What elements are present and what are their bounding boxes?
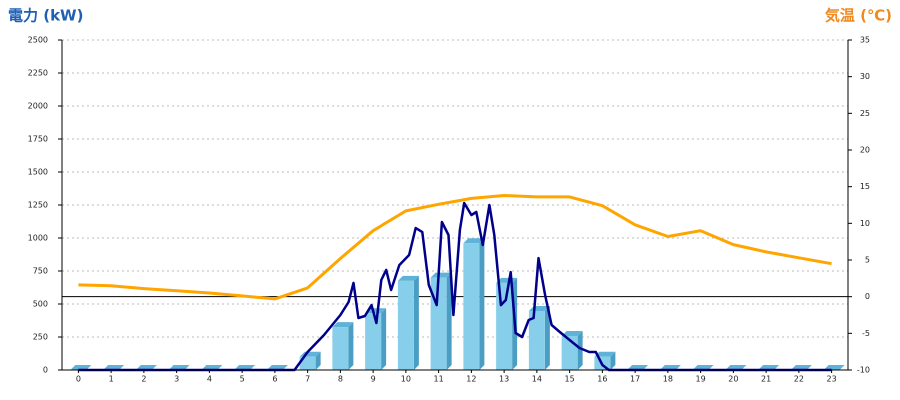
y2-tick-label: 25 — [860, 109, 870, 118]
bar-top — [463, 238, 485, 244]
x-tick-label: 6 — [272, 375, 277, 384]
x-tick-label: 1 — [109, 375, 114, 384]
bar-side — [577, 330, 583, 370]
y2-tick-label: 30 — [860, 72, 870, 81]
x-tick-label: 4 — [207, 375, 212, 384]
bar-top — [365, 308, 387, 314]
y2-tick-label: 5 — [865, 256, 870, 265]
y2-tick-label: -10 — [857, 366, 870, 375]
bar-side — [446, 272, 452, 370]
bar-top — [332, 322, 354, 328]
y-tick-label: 2250 — [28, 69, 48, 78]
bar-top — [430, 272, 452, 278]
bar — [365, 313, 382, 370]
bar-side — [315, 351, 321, 370]
x-tick-label: 21 — [761, 375, 771, 384]
y-tick-label: 1000 — [28, 234, 48, 243]
y-tick-label: 2500 — [28, 36, 48, 45]
y-tick-label: 1250 — [28, 201, 48, 210]
x-tick-label: 12 — [466, 375, 476, 384]
x-tick-label: 13 — [499, 375, 509, 384]
x-tick-label: 0 — [76, 375, 81, 384]
x-tick-label: 17 — [630, 375, 640, 384]
bar-side — [544, 305, 550, 370]
y2-tick-label: 15 — [860, 182, 870, 191]
x-tick-label: 9 — [371, 375, 376, 384]
bar-side — [479, 238, 485, 370]
bar-side — [348, 322, 354, 370]
x-tick-label: 18 — [663, 375, 673, 384]
line — [78, 194, 832, 301]
bar-side — [381, 308, 387, 370]
y-tick-label: 2000 — [28, 102, 48, 111]
y-tick-label: 500 — [33, 300, 48, 309]
bar-side — [610, 351, 616, 370]
x-tick-label: 3 — [174, 375, 179, 384]
x-tick-label: 5 — [240, 375, 245, 384]
x-tick-label: 22 — [794, 375, 804, 384]
bar-side — [413, 275, 419, 370]
x-tick-label: 16 — [597, 375, 607, 384]
x-tick-label: 15 — [565, 375, 575, 384]
y2-tick-label: 35 — [860, 36, 870, 45]
x-tick-label: 2 — [141, 375, 146, 384]
y-axis-title: 電力 (kW) — [8, 7, 83, 25]
y-tick-label: 1750 — [28, 135, 48, 144]
y-tick-label: 0 — [43, 366, 48, 375]
x-tick-label: 23 — [827, 375, 837, 384]
bar — [496, 282, 513, 370]
x-tick-label: 11 — [434, 375, 444, 384]
bar — [397, 280, 414, 370]
y-tick-label: 1500 — [28, 168, 48, 177]
bar — [463, 243, 480, 370]
y2-tick-label: 20 — [860, 146, 870, 155]
bar — [299, 356, 316, 370]
y2-tick-label: -5 — [862, 329, 870, 338]
bar-top — [594, 351, 616, 357]
y-tick-label: 750 — [33, 267, 48, 276]
x-tick-label: 20 — [728, 375, 738, 384]
bar — [528, 310, 545, 370]
x-tick-label: 14 — [532, 375, 542, 384]
y2-tick-label: 0 — [865, 292, 870, 301]
x-tick-label: 10 — [401, 375, 411, 384]
y-tick-label: 250 — [33, 333, 48, 342]
bar-top — [561, 330, 583, 336]
x-tick-label: 8 — [338, 375, 343, 384]
bar — [332, 327, 349, 370]
bar-top — [397, 275, 419, 281]
y2-axis-title: 気温 (℃) — [825, 7, 892, 25]
y2-tick-label: 10 — [860, 219, 870, 228]
line — [78, 201, 832, 372]
x-tick-label: 7 — [305, 375, 310, 384]
x-tick-label: 19 — [696, 375, 706, 384]
